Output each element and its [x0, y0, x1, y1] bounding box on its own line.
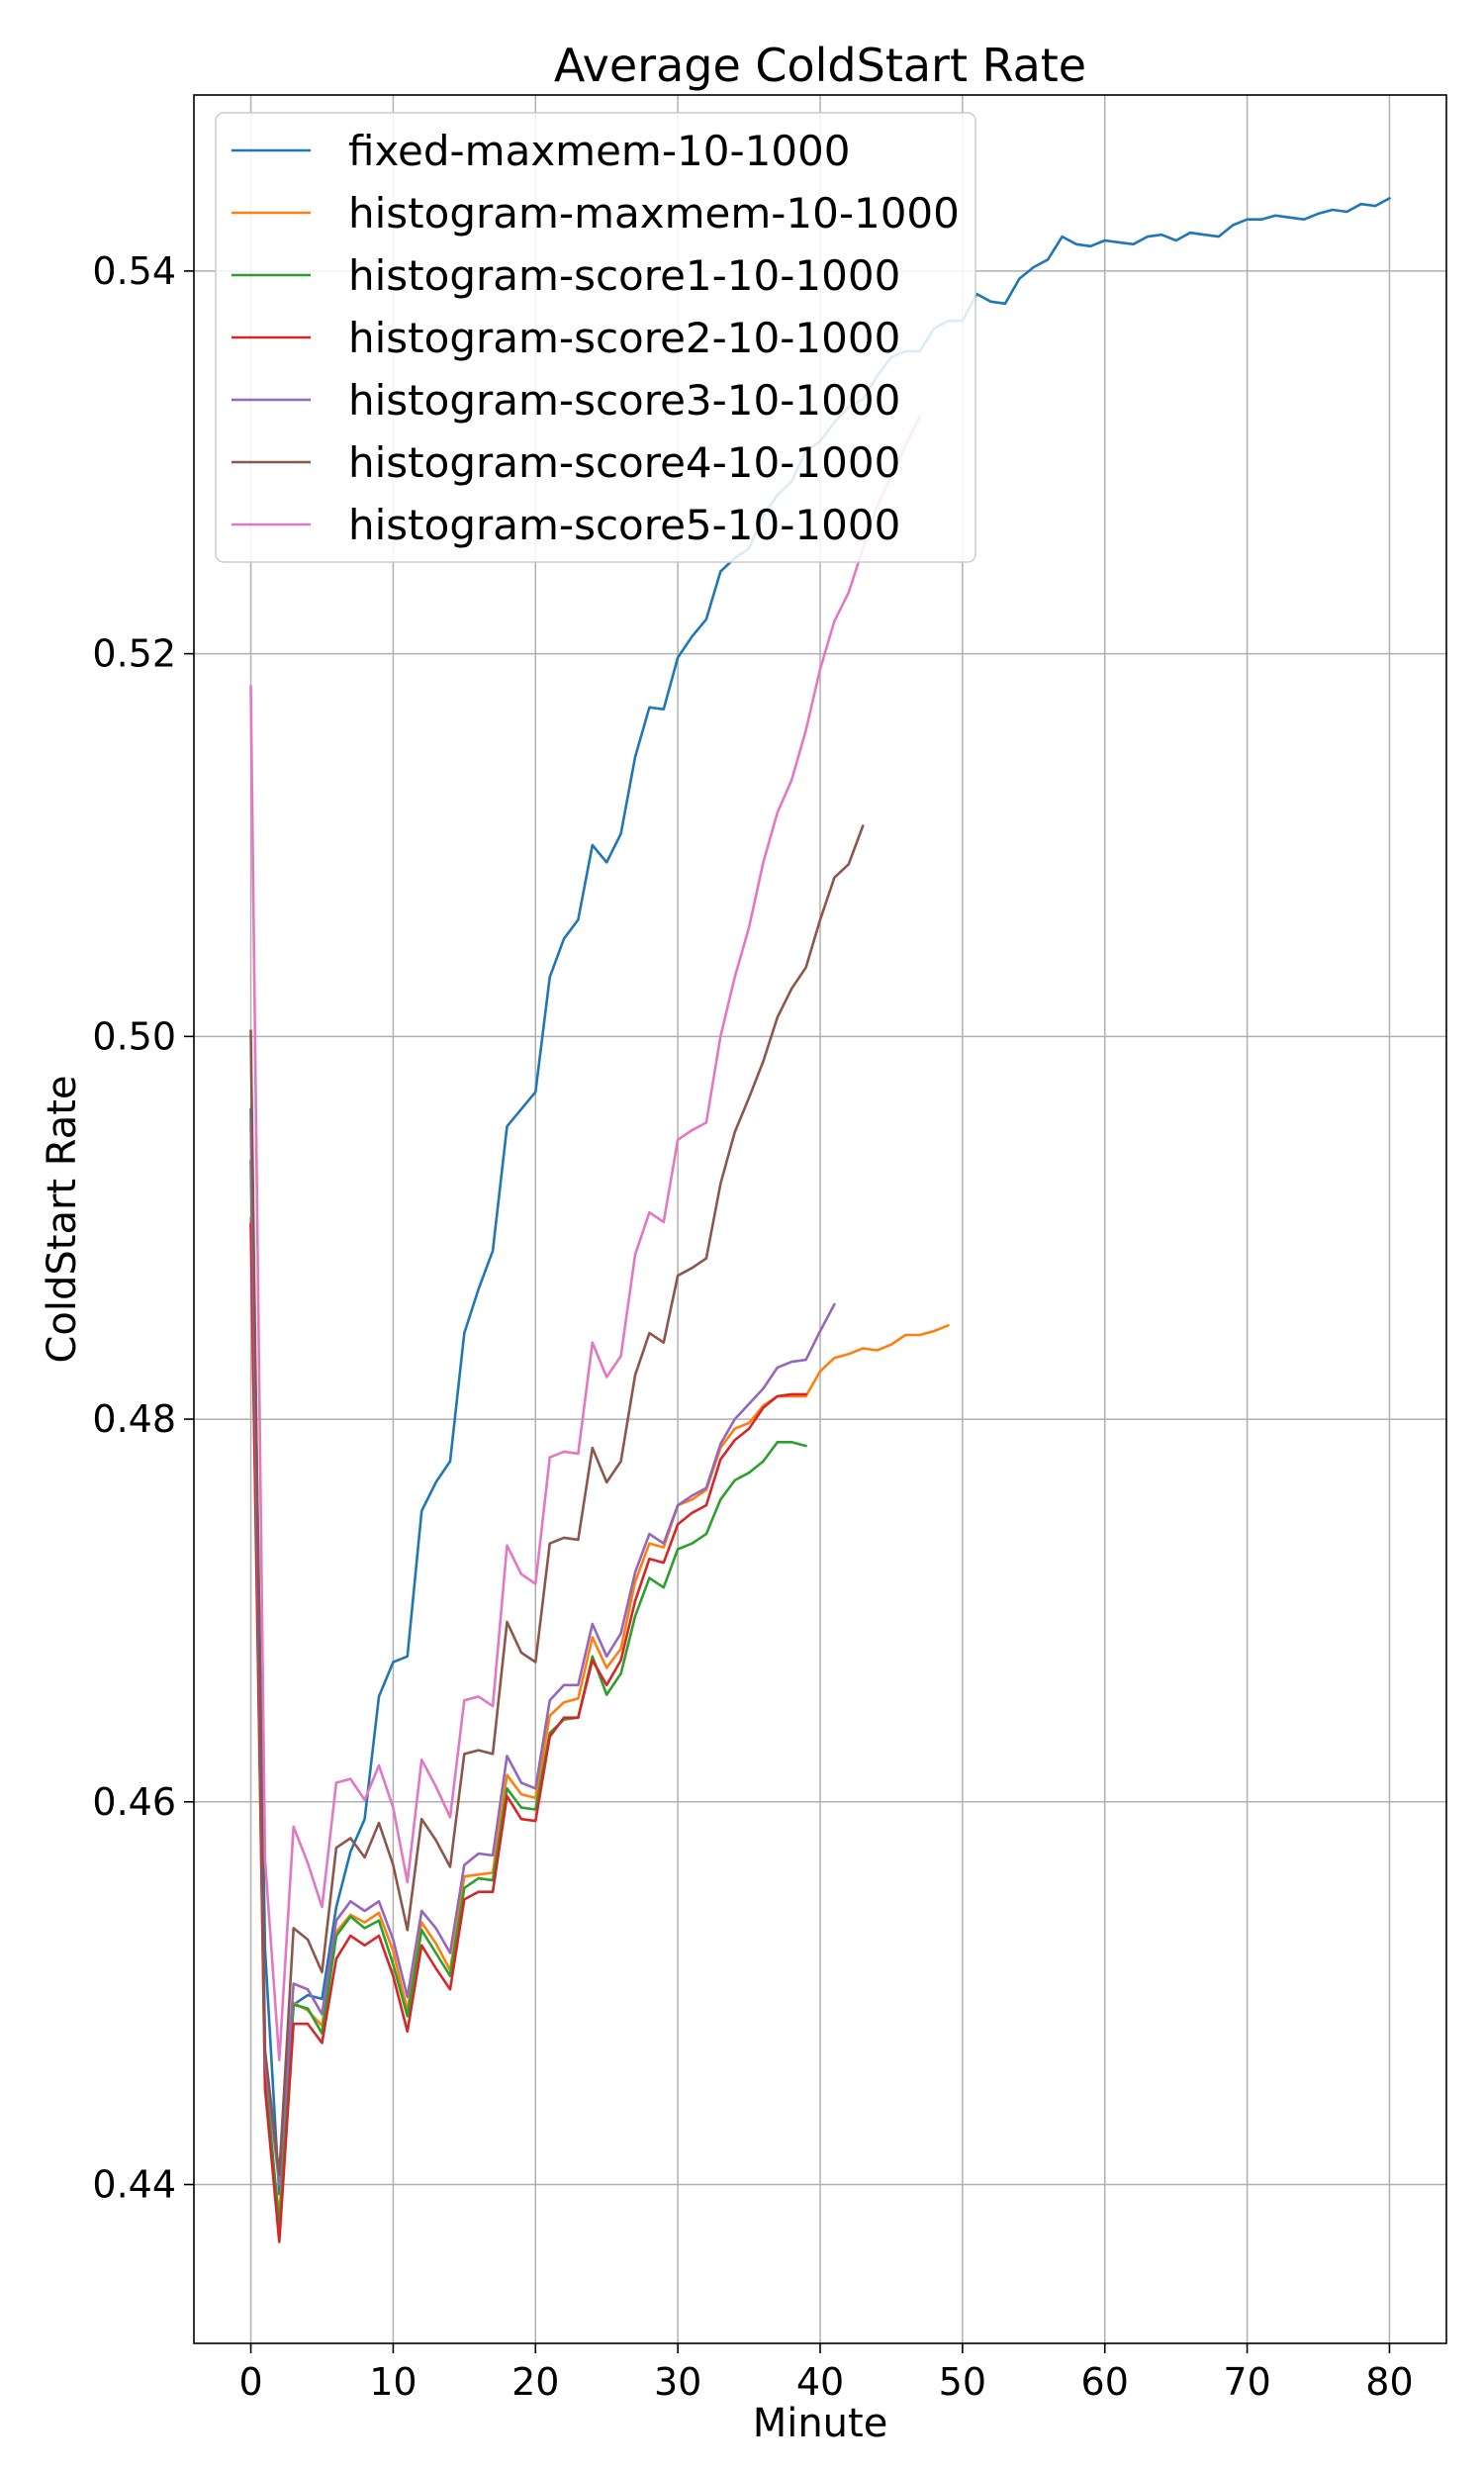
x-tick-label: 30: [654, 2360, 701, 2404]
y-axis-ticks: 0.44 0.46 0.48 0.50 0.52 0.54: [92, 249, 194, 2207]
legend-label: histogram-score2-10-1000: [348, 314, 900, 362]
legend-label: histogram-maxmem-10-1000: [348, 189, 960, 238]
x-tick-label: 20: [511, 2360, 559, 2404]
x-tick-label: 10: [369, 2360, 417, 2404]
legend-label: histogram-score4-10-1000: [348, 438, 900, 487]
legend-label: histogram-score1-10-1000: [348, 251, 900, 300]
legend-label: histogram-score3-10-1000: [348, 376, 900, 425]
series-line-histogram-score2-10-1000: [249, 1222, 807, 2243]
x-tick-label: 0: [238, 2360, 262, 2404]
series-line-histogram-score4-10-1000: [249, 824, 865, 2177]
legend-box: [215, 112, 976, 563]
x-tick-label: 40: [796, 2360, 844, 2404]
y-tick-label: 0.54: [92, 249, 176, 293]
series-line-histogram-score3-10-1000: [249, 1121, 836, 2186]
y-tick-label: 0.44: [92, 2163, 176, 2207]
y-axis-label: ColdStart Rate: [40, 1075, 85, 1363]
y-tick-label: 0.50: [92, 1014, 176, 1058]
x-tick-label: 50: [939, 2360, 986, 2404]
series-line-histogram-score1-10-1000: [249, 1159, 807, 2229]
legend-label: fixed-maxmem-10-1000: [348, 127, 851, 175]
y-tick-label: 0.46: [92, 1780, 176, 1824]
x-tick-label: 80: [1365, 2360, 1413, 2404]
series-line-histogram-score5-10-1000: [249, 415, 922, 2062]
chart-title: Average ColdStart Rate: [554, 39, 1086, 92]
x-tick-label: 70: [1223, 2360, 1270, 2404]
y-tick-label: 0.48: [92, 1397, 176, 1441]
y-tick-label: 0.52: [92, 632, 176, 676]
legend: fixed-maxmem-10-1000 histogram-maxmem-10-…: [215, 112, 976, 563]
legend-label: histogram-score5-10-1000: [348, 501, 900, 549]
series-line-histogram-maxmem-10-1000: [249, 1216, 950, 2219]
x-axis-ticks: 0 10 20 30 40 50 60 70 80: [238, 2343, 1414, 2404]
x-axis-label: Minute: [753, 2401, 888, 2446]
x-tick-label: 60: [1081, 2360, 1129, 2404]
